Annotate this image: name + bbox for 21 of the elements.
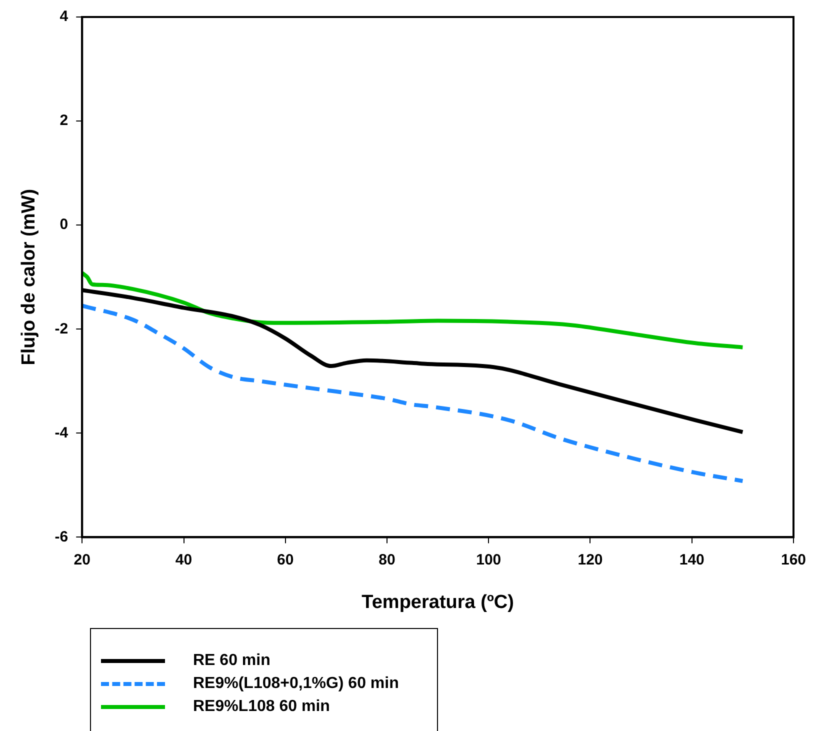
y-tick-label: -6 (54, 528, 68, 546)
y-tick-label: 0 (60, 216, 68, 234)
x-tick-label: 80 (378, 551, 396, 568)
x-tick-label: 100 (476, 551, 502, 568)
line-series (82, 304, 745, 484)
y-tick-label: -4 (54, 424, 69, 442)
y-tick-label: -2 (54, 320, 68, 338)
x-axis-title: Temperatura (ºC) (362, 592, 514, 613)
x-tick-label: 40 (175, 551, 192, 568)
legend-label: RE 60 min (193, 652, 270, 670)
legend-label: RE9%L108 60 min (193, 698, 330, 716)
line-series (82, 270, 745, 350)
y-axis-title: Flujo de calor (mW) (18, 188, 40, 366)
x-tick-label: 120 (578, 551, 603, 568)
x-tick-label: 140 (679, 551, 704, 568)
y-tick-label: 4 (60, 8, 69, 26)
x-tick-label: 20 (74, 551, 90, 568)
x-tick-label: 60 (277, 551, 294, 568)
y-tick-label: 2 (60, 112, 68, 130)
legend-label: RE9%(L108+0,1%G) 60 min (193, 674, 399, 692)
x-tick-label: 160 (780, 551, 806, 568)
